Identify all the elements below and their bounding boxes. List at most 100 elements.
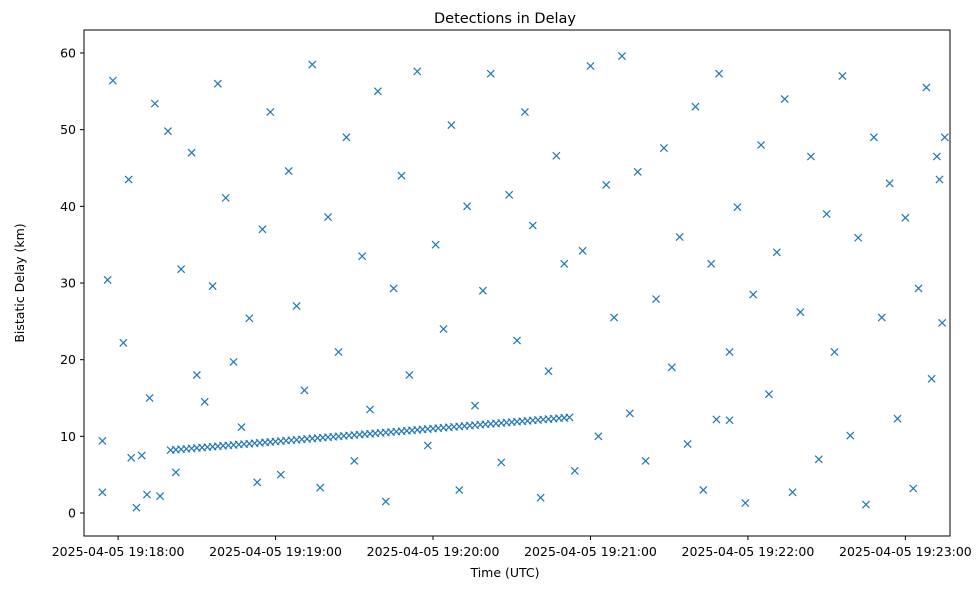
data-point — [124, 175, 133, 184]
data-point — [98, 488, 107, 497]
data-point — [932, 152, 941, 161]
data-point — [796, 308, 805, 317]
data-point — [342, 133, 351, 142]
data-point — [707, 259, 716, 268]
data-point — [221, 193, 230, 202]
data-point — [877, 313, 886, 322]
data-point — [316, 483, 325, 492]
x-tick-label: 2025-04-05 19:23:00 — [839, 544, 972, 559]
data-point — [861, 500, 871, 509]
data-point — [200, 397, 209, 406]
data-point — [366, 405, 375, 414]
data-point — [413, 67, 422, 76]
data-point — [373, 87, 382, 96]
data-point — [869, 133, 878, 142]
data-point — [652, 295, 661, 304]
data-point — [885, 179, 894, 188]
data-point — [389, 284, 398, 293]
x-tick-label: 2025-04-05 19:19:00 — [209, 544, 342, 559]
data-point — [935, 175, 944, 184]
y-axis: 0 10 20 30 40 50 60 — [60, 46, 84, 521]
data-point — [132, 503, 141, 512]
data-point — [163, 127, 173, 136]
y-tick-label: 40 — [60, 199, 76, 214]
data-point — [423, 441, 432, 450]
data-point — [258, 225, 267, 234]
data-point — [625, 409, 634, 418]
data-point — [764, 390, 773, 399]
data-point — [137, 451, 146, 460]
data-point — [300, 386, 309, 395]
data-point — [463, 202, 472, 211]
x-tick-label: 2025-04-05 19:21:00 — [524, 544, 657, 559]
data-point — [633, 167, 642, 176]
data-point — [544, 367, 553, 376]
data-point — [610, 313, 619, 322]
data-point — [659, 144, 668, 153]
data-point — [439, 324, 448, 334]
data-point — [914, 284, 923, 293]
data-point — [528, 221, 537, 230]
data-point — [334, 347, 343, 357]
y-tick-label: 50 — [60, 122, 76, 137]
data-point — [570, 466, 579, 475]
data-point — [641, 456, 650, 465]
data-point — [497, 458, 506, 467]
data-point — [814, 455, 823, 464]
y-tick-label: 20 — [60, 352, 76, 367]
data-point — [536, 493, 545, 502]
data-point — [350, 456, 359, 465]
data-point — [470, 401, 480, 410]
data-point — [940, 133, 949, 142]
data-point — [578, 246, 587, 255]
data-point — [749, 290, 758, 299]
chart-title: Detections in Delay — [434, 11, 576, 27]
data-point — [431, 240, 440, 249]
x-axis: 2025-04-05 19:18:00 2025-04-05 19:19:00 20… — [52, 536, 972, 559]
data-point — [691, 102, 700, 111]
data-point — [213, 79, 222, 88]
data-point — [245, 314, 254, 323]
data-point — [712, 415, 721, 424]
y-tick-label: 10 — [60, 429, 76, 444]
y-tick-label: 30 — [60, 276, 76, 291]
data-point — [455, 485, 464, 495]
data-point — [486, 69, 495, 78]
data-point — [478, 286, 487, 295]
data-point — [893, 414, 902, 423]
data-point — [237, 423, 246, 432]
data-point — [846, 431, 855, 440]
data-point — [308, 60, 317, 69]
data-point — [276, 470, 285, 479]
data-point — [725, 347, 734, 357]
data-point — [142, 490, 152, 499]
data-point — [381, 497, 390, 506]
data-point — [177, 265, 186, 274]
data-point — [108, 76, 117, 85]
data-point — [150, 99, 159, 108]
data-point — [938, 318, 947, 327]
data-point — [405, 370, 414, 380]
data-point — [780, 94, 789, 104]
data-point — [757, 140, 766, 150]
y-tick-label: 0 — [68, 506, 76, 521]
data-point — [725, 416, 734, 425]
data-point — [145, 393, 154, 403]
data-point — [741, 499, 750, 508]
data-point — [683, 439, 692, 449]
data-point — [505, 190, 514, 199]
data-point — [156, 492, 165, 501]
data-point — [715, 69, 724, 78]
data-point — [520, 108, 529, 117]
x-tick-label: 2025-04-05 19:20:00 — [367, 544, 500, 559]
data-point — [772, 248, 781, 257]
data-point — [822, 209, 831, 219]
data-point — [552, 151, 561, 160]
data-point — [854, 233, 863, 242]
data-point — [699, 485, 708, 495]
data-point — [119, 338, 128, 347]
x-tick-label: 2025-04-05 19:22:00 — [682, 544, 815, 559]
data-point — [98, 436, 107, 445]
data-point — [675, 232, 684, 242]
